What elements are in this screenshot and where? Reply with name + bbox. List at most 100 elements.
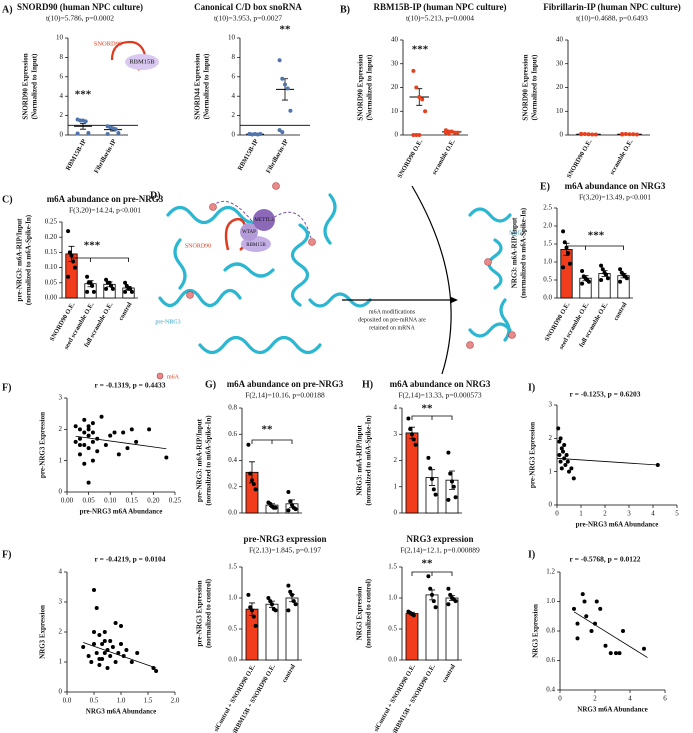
y-tick-label: 0.2	[228, 482, 237, 490]
y-tick-label: 10	[556, 107, 564, 115]
strand	[166, 205, 266, 225]
point	[624, 276, 629, 281]
point	[575, 621, 580, 626]
y-tick-label: 0.6	[546, 656, 555, 664]
y-axis-label: pre-NRG3 Expression	[196, 580, 204, 646]
protein-label: WTAP	[242, 230, 256, 235]
x-tick-label: SNORD90 O.E.	[396, 138, 424, 180]
point	[250, 478, 254, 483]
point	[75, 131, 80, 136]
point	[562, 456, 567, 461]
significance: **	[422, 403, 434, 415]
y-tick-label: 8	[60, 53, 64, 61]
point	[250, 608, 254, 613]
arrow-text: m6A modifications	[369, 308, 416, 315]
chart-title: m6A abundance on pre-NRG3	[227, 379, 344, 389]
y-axis-label: pre-NRG3: m6A-RIP/Input	[196, 418, 204, 502]
point	[116, 452, 121, 457]
y-tick-label: 1.2	[546, 568, 555, 576]
deposit-arc	[269, 211, 312, 239]
m6a	[209, 203, 217, 211]
stat-annotation: r = -0.4219, p = 0.0104	[95, 555, 166, 564]
point	[72, 265, 77, 270]
x-tick-label: 4	[651, 510, 655, 518]
y-tick-label: 1.5	[543, 240, 552, 248]
legend-marker	[156, 372, 164, 380]
chart-title: SNORD90 (human NPC culture)	[17, 2, 143, 12]
point	[433, 605, 438, 610]
inset-protein	[125, 54, 159, 70]
point	[112, 430, 117, 435]
divider-curve	[411, 185, 452, 375]
sig-bracket	[411, 415, 453, 420]
x-tick-label: control	[281, 663, 297, 684]
point	[562, 240, 567, 245]
point	[408, 427, 413, 431]
y-tick-label: 1.5	[388, 563, 397, 571]
point	[266, 596, 271, 600]
y-tick-label: 0	[60, 131, 64, 139]
y-tick-label: 0.0	[228, 656, 237, 664]
chart-title: RBM15B-IP (human NPC culture)	[373, 2, 506, 12]
panel-label: H)	[362, 379, 373, 390]
point	[135, 651, 140, 655]
bar	[285, 597, 299, 661]
y-tick-label: 0	[560, 131, 564, 139]
point	[86, 424, 91, 429]
y-tick-label: 0.10	[45, 263, 58, 271]
x-tick-label: 0	[558, 695, 562, 703]
point	[603, 643, 608, 648]
y-tick-label: 40	[391, 36, 399, 44]
x-tick-label: RBM15B-IP	[237, 138, 260, 172]
x-tick-label: 0	[555, 510, 559, 518]
point	[450, 479, 454, 484]
point	[423, 109, 428, 114]
point	[86, 433, 91, 438]
x-tick-label: 0.15	[126, 497, 139, 505]
strand	[158, 288, 242, 308]
point	[557, 439, 562, 444]
y-tick-label: 2	[60, 111, 64, 119]
bar	[425, 594, 439, 661]
panel-label: G)	[205, 379, 216, 390]
panel-label: I)	[528, 549, 535, 560]
trend-line	[556, 457, 658, 466]
trend-line	[83, 642, 157, 669]
y-tick-label: 0.5	[543, 276, 552, 284]
point	[599, 278, 604, 282]
y-tick-label: 20	[556, 83, 564, 91]
point	[567, 469, 571, 474]
point	[561, 229, 566, 234]
point	[286, 508, 291, 513]
strand	[323, 193, 337, 245]
x-tick-label: 1	[579, 510, 583, 518]
point	[277, 58, 282, 63]
inset-label: SNORD90	[94, 40, 123, 47]
chart-title: Canonical C/D box snoRNA	[194, 2, 302, 12]
point	[566, 251, 571, 255]
point	[77, 443, 82, 447]
point	[116, 651, 121, 655]
y-tick-label: 2.0	[543, 222, 552, 230]
y-axis-label: (normalized to m6A-Spike-In)	[25, 214, 33, 305]
significance: ***	[412, 44, 429, 56]
point	[575, 636, 580, 641]
point	[288, 108, 293, 113]
point	[121, 430, 126, 435]
y-axis-label: SNORD44 Expression	[194, 53, 202, 119]
point	[82, 430, 87, 435]
y-axis-label: pre-NRG3 Expression	[39, 412, 47, 478]
significance: ***	[84, 240, 101, 252]
point	[563, 463, 568, 467]
point	[90, 283, 95, 288]
point	[446, 497, 451, 502]
x-tick-label: 2	[593, 695, 597, 703]
point	[89, 660, 94, 664]
y-tick-label: 4	[59, 568, 63, 576]
y-tick-label: 0	[59, 688, 63, 696]
chart-subtitle: F(2,14)=13.33, p=0.000573	[398, 391, 482, 400]
mrna-label: NRG3	[509, 230, 525, 236]
point	[251, 614, 256, 619]
point	[564, 453, 569, 457]
point	[251, 482, 256, 487]
